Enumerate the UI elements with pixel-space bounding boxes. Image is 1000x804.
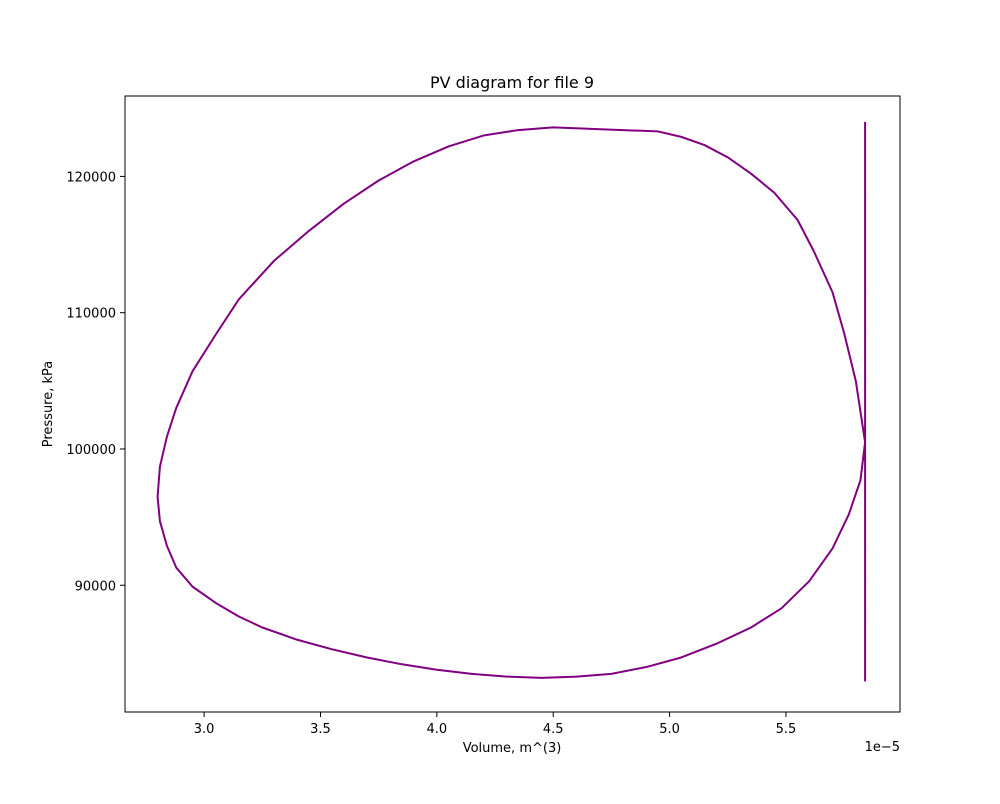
y-tick-label: 120000 [66, 170, 116, 185]
y-axis-ticks: 90000 100000 110000 120000 [66, 170, 125, 594]
axes-frame [124, 95, 901, 713]
y-tick-label: 90000 [75, 579, 116, 594]
x-axis-offset-label: 1e−5 [865, 740, 900, 755]
x-tick-label: 5.5 [776, 722, 797, 737]
series-line [156, 121, 867, 682]
x-tick-label: 3.5 [310, 722, 331, 737]
x-tick-label: 5.0 [659, 722, 680, 737]
x-tick-label: 3.0 [194, 722, 215, 737]
x-tick-label: 4.5 [543, 722, 564, 737]
x-axis-label: Volume, m^(3) [463, 741, 562, 756]
y-axis-label: Pressure, kPa [41, 361, 56, 448]
x-tick-label: 4.0 [427, 722, 448, 737]
y-tick-label: 100000 [66, 443, 116, 458]
series-layer [156, 121, 867, 682]
chart-title: PV diagram for file 9 [430, 73, 594, 92]
y-tick-label: 110000 [66, 307, 116, 322]
x-axis-ticks: 3.0 3.5 4.0 4.5 5.0 5.5 [194, 712, 797, 737]
